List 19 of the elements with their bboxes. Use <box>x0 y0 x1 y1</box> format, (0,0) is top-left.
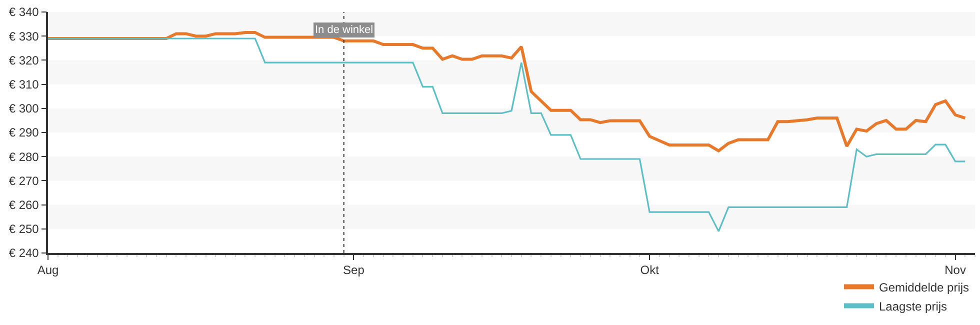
x-tick-label: Sep <box>343 263 365 278</box>
x-tick-label: Aug <box>37 263 59 278</box>
y-tick-label: € 320 <box>8 53 40 68</box>
x-tick-label: Nov <box>944 263 966 278</box>
y-tick-label: € 290 <box>8 126 40 140</box>
y-tick-label: € 240 <box>8 246 40 260</box>
y-tick-label: € 250 <box>8 222 40 236</box>
y-tick-label: € 270 <box>8 174 40 188</box>
y-tick-label: € 280 <box>8 150 40 164</box>
y-tick-label: € 260 <box>8 198 40 212</box>
y-tick-label: € 310 <box>8 78 40 92</box>
y-tick-label: € 340 <box>8 5 40 20</box>
legend-label: Laagste prijs <box>879 299 948 314</box>
ref-line-label: In de winkel <box>315 24 374 36</box>
y-tick-label: € 330 <box>8 29 40 44</box>
line-series <box>48 38 966 232</box>
x-tick-label: Okt <box>640 263 660 278</box>
legend-label: Gemiddelde prijs <box>879 280 970 294</box>
y-tick-label: € 300 <box>8 102 40 116</box>
